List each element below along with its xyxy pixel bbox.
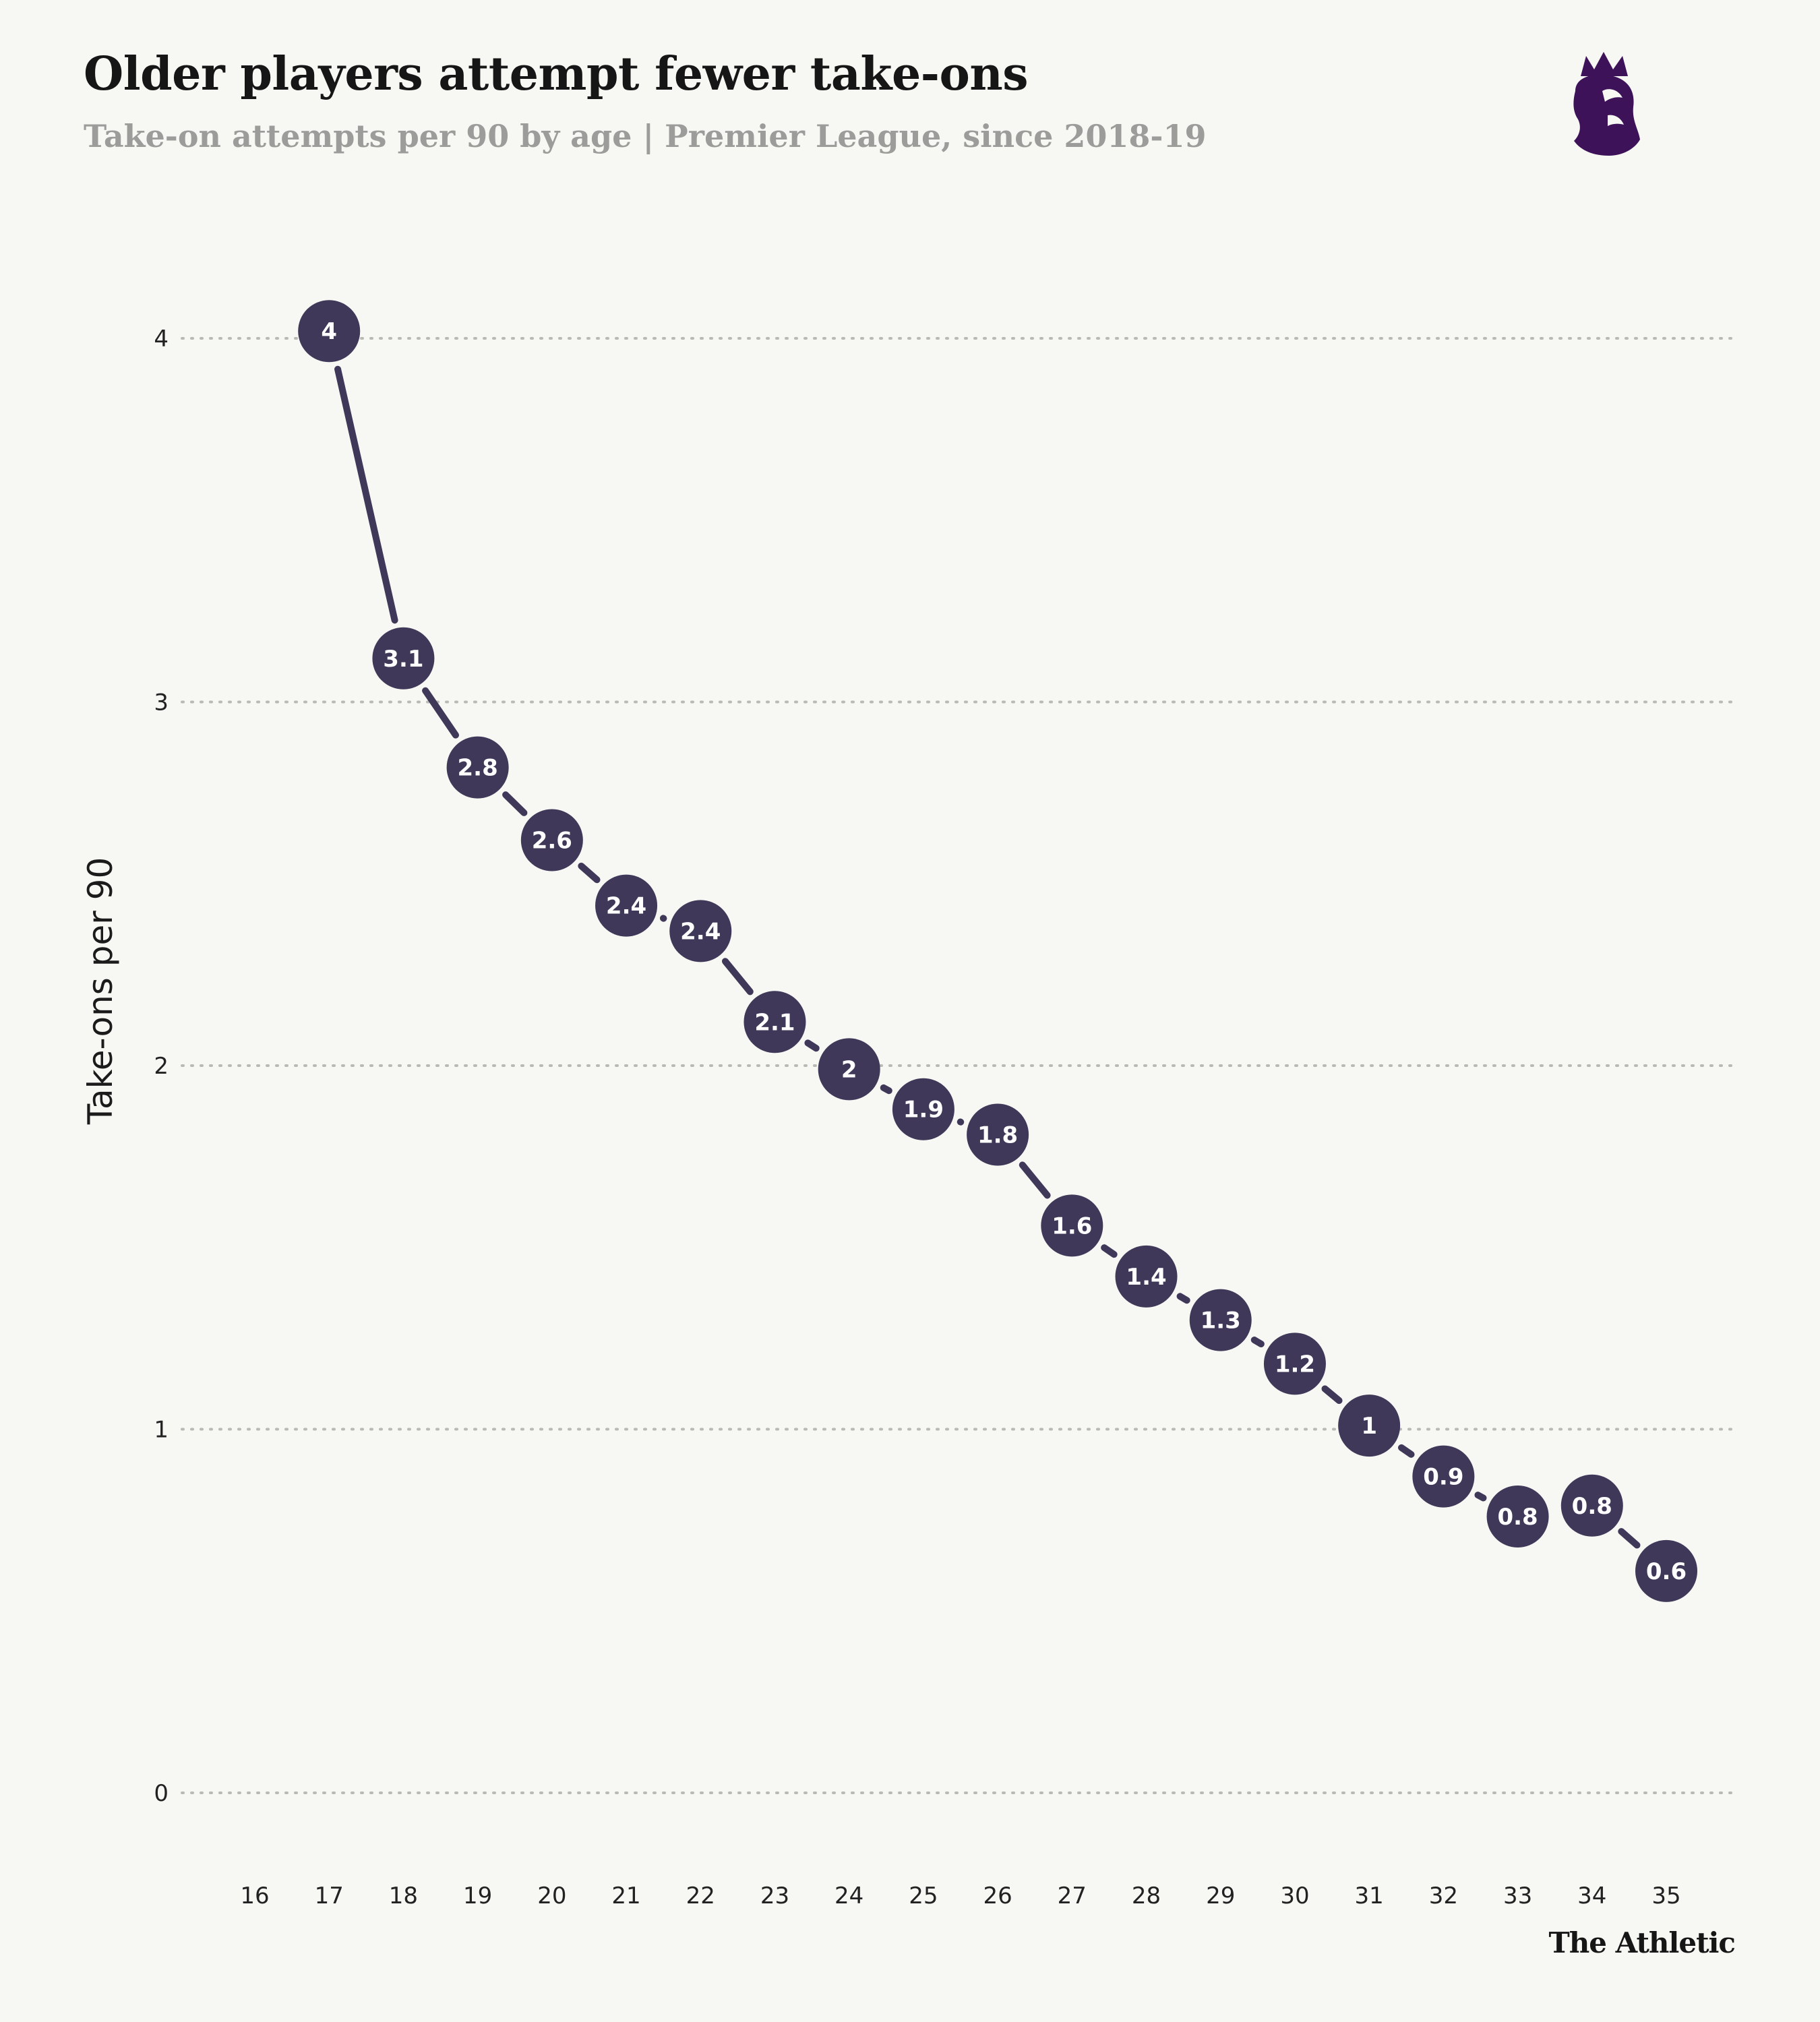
data-label: 0.9: [1423, 1464, 1463, 1491]
data-point: [1263, 1332, 1326, 1395]
premier-league-lion-icon: [1573, 52, 1640, 156]
data-point: [446, 736, 509, 799]
x-tick-label: 29: [1206, 1882, 1235, 1909]
data-label: 2.4: [680, 918, 721, 945]
line-segment: [1398, 1444, 1415, 1458]
line-segment: [1474, 1492, 1487, 1502]
data-point: [818, 1038, 880, 1101]
x-tick-label: 32: [1429, 1882, 1458, 1909]
data-label: 3.1: [383, 646, 423, 673]
x-tick-label: 18: [389, 1882, 418, 1909]
series-line: [334, 365, 1641, 1549]
line-segment: [502, 791, 528, 816]
data-point: [892, 1078, 954, 1140]
data-label: 0.8: [1497, 1504, 1538, 1531]
x-tick-label: 16: [240, 1882, 269, 1909]
gridlines: [181, 337, 1739, 1794]
line-segment: [1019, 1161, 1051, 1199]
data-point: [298, 300, 361, 363]
data-point: [1412, 1445, 1475, 1508]
x-tick-label: 26: [983, 1882, 1012, 1909]
line-segment: [1101, 1244, 1118, 1258]
data-label: 1.9: [903, 1097, 944, 1124]
x-tick-label: 24: [835, 1882, 863, 1909]
line-segment: [1250, 1337, 1265, 1348]
data-point: [1115, 1245, 1178, 1308]
data-label: 1.2: [1275, 1351, 1315, 1378]
x-tick-label: 19: [463, 1882, 492, 1909]
data-label: 1.3: [1201, 1308, 1241, 1335]
line-segment: [578, 862, 601, 884]
x-tick-label: 17: [315, 1882, 344, 1909]
line-segment: [721, 958, 754, 995]
data-point: [595, 874, 658, 937]
x-tick-label: 21: [611, 1882, 640, 1909]
chart-subtitle: Take-on attempts per 90 by age | Premier…: [84, 118, 1207, 154]
data-label: 2.4: [606, 893, 646, 920]
data-point: [1635, 1539, 1697, 1602]
x-tick-label: 28: [1132, 1882, 1161, 1909]
x-tick-label: 34: [1577, 1882, 1606, 1909]
line-segment: [334, 365, 398, 624]
data-label: 4: [321, 318, 337, 345]
x-axis-ticks: 16 17 18 19 20 21 22 23 24 25 26 27 28 29 30 31 32 33 34 35: [240, 1882, 1680, 1909]
line-segment: [804, 1039, 820, 1052]
data-label: 1.8: [977, 1122, 1018, 1149]
data-point: [1189, 1289, 1252, 1351]
line-segment: [1618, 1528, 1641, 1549]
x-tick-label: 33: [1503, 1882, 1532, 1909]
y-tick-label: 0: [154, 1780, 169, 1807]
x-tick-label: 31: [1355, 1882, 1384, 1909]
data-label: 1.4: [1126, 1264, 1166, 1291]
x-tick-label: 30: [1280, 1882, 1309, 1909]
y-tick-label: 1: [154, 1417, 169, 1444]
data-point: [1338, 1395, 1401, 1457]
line-segment: [1321, 1385, 1343, 1405]
chart-title: Older players attempt fewer take-ons: [84, 47, 1029, 101]
the-athletic-logo: The Athletic: [1548, 1926, 1736, 1959]
data-point: [1486, 1485, 1549, 1548]
x-tick-label: 22: [686, 1882, 715, 1909]
data-point: [1560, 1474, 1623, 1537]
y-tick-label: 3: [154, 690, 169, 716]
data-label: 2.8: [458, 755, 498, 782]
line-segment: [422, 687, 459, 739]
y-tick-label: 4: [154, 326, 169, 353]
y-tick-label: 2: [154, 1053, 169, 1080]
line-segment: [880, 1084, 892, 1095]
data-label: 1.6: [1052, 1213, 1092, 1239]
data-label: 0.8: [1572, 1493, 1612, 1520]
data-label: 2: [841, 1056, 857, 1083]
x-tick-label: 27: [1058, 1882, 1087, 1909]
data-label: 2.1: [754, 1009, 795, 1036]
data-point: [520, 809, 583, 871]
data-label: 1: [1361, 1413, 1377, 1440]
data-label: 0.6: [1646, 1558, 1687, 1585]
x-tick-label: 20: [537, 1882, 566, 1909]
data-points: 4 3.1 2.8 2.6 2.4 2.4 2.1 2 1.9 1.8 1.6 1.4 1.3 1.2 1 0…: [298, 300, 1697, 1602]
data-label: 2.6: [532, 828, 572, 855]
y-axis-ticks: 0 1 2 3 4: [154, 326, 169, 1807]
line-segment: [1176, 1293, 1190, 1304]
x-tick-label: 23: [760, 1882, 789, 1909]
data-point: [372, 627, 435, 690]
data-point: [744, 991, 806, 1053]
data-point: [1041, 1194, 1103, 1257]
x-tick-label: 35: [1651, 1882, 1680, 1909]
x-tick-label: 25: [909, 1882, 938, 1909]
data-point: [967, 1103, 1029, 1166]
y-axis-label: Take-ons per 90: [81, 857, 120, 1126]
data-point: [669, 900, 732, 962]
